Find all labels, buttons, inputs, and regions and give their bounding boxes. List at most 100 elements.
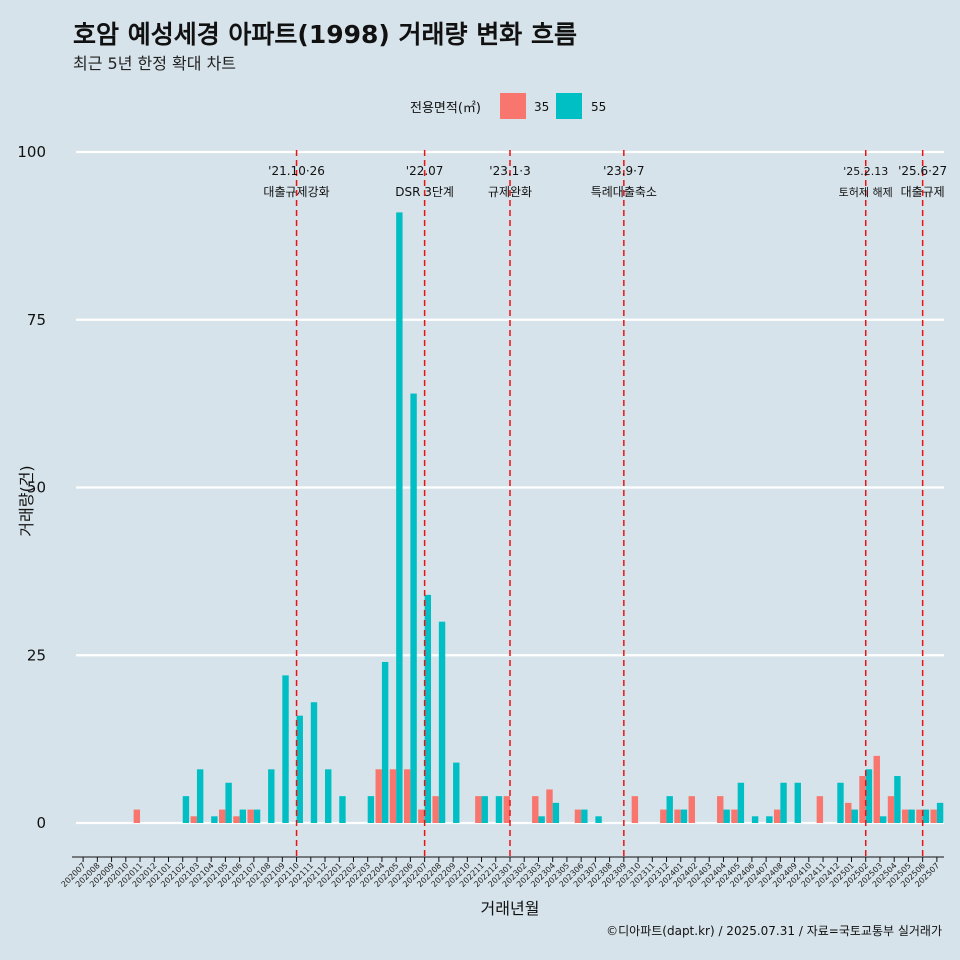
event-date-5: '25.2.13	[843, 165, 888, 178]
x-axis-title: 거래년월	[481, 899, 540, 918]
bar-55-202111	[310, 702, 318, 823]
bar-55-202201	[339, 796, 346, 823]
event-label-3: 규제완화	[488, 185, 532, 199]
x-axis: 2020072020082020092020102020112020122021…	[60, 856, 944, 889]
bar-35-202208	[432, 796, 439, 823]
bar-55-202208	[438, 621, 446, 823]
bar-35-202206	[403, 769, 411, 823]
bar-55-202104	[211, 816, 218, 823]
bar-55-202306	[581, 809, 588, 823]
bar-35-202103	[190, 816, 197, 823]
y-tick-label-75: 75	[27, 311, 46, 329]
bar-55-202408	[780, 782, 787, 823]
legend-swatch-35	[500, 93, 526, 119]
bar-55-202501	[851, 809, 858, 823]
bar-55-202304	[552, 802, 560, 823]
bar-35-202507	[930, 809, 937, 823]
event-date-4: '23.9·7	[603, 164, 644, 178]
bar-35-202408	[773, 809, 781, 823]
bar-35-202207	[418, 809, 425, 823]
legend: 전용면적(㎡) 35 55	[410, 93, 606, 119]
bar-55-202110	[296, 715, 303, 823]
event-label-6: 대출규제	[901, 185, 945, 199]
bar-35-202401	[674, 809, 681, 823]
bar-35-202211	[475, 796, 482, 823]
legend-label-35: 35	[534, 100, 549, 114]
bar-35-202404	[717, 796, 724, 823]
bar-35-202107	[247, 809, 254, 823]
legend-title: 전용면적(㎡)	[410, 101, 481, 116]
bar-55-202405	[737, 782, 745, 823]
bar-55-202106	[239, 809, 247, 823]
event-label-1: 대출규제강화	[263, 185, 329, 199]
bar-35-202402	[688, 796, 695, 823]
bars	[133, 212, 944, 823]
y-tick-label-25: 25	[27, 646, 46, 664]
bar-55-202204	[381, 661, 389, 823]
bar-55-202505	[908, 809, 915, 823]
event-annotations: '21.10·26 대출규제강화 '22.07 DSR 3단계 '23.1·3 규제완화 '…	[263, 164, 947, 199]
bar-55-202209	[453, 762, 460, 823]
event-label-5: 토허제 해제	[839, 185, 893, 199]
y-tick-label-0: 0	[36, 814, 46, 832]
bar-55-202504	[894, 776, 901, 823]
bar-55-202502	[865, 769, 873, 823]
y-axis-title: 거래량(건)	[17, 465, 36, 536]
event-label-4: 특례대출축소	[591, 185, 657, 199]
bar-55-202207	[424, 594, 432, 823]
bar-55-202303	[538, 816, 545, 823]
bar-55-202107	[253, 809, 261, 823]
bar-55-202404	[723, 809, 730, 823]
caption: ©디아파트(dapt.kr) / 2025.07.31 / 자료=국토교통부 실…	[606, 924, 942, 938]
y-tick-label-100: 100	[17, 143, 46, 161]
bar-35-202106	[233, 816, 240, 823]
bar-35-202505	[902, 809, 909, 823]
event-date-6: '25.6·27	[898, 164, 947, 178]
bar-55-202203	[367, 796, 375, 823]
bar-55-202312	[666, 796, 673, 823]
y-axis-ticks: 0 25 50 75 100	[17, 143, 46, 832]
bar-55-202212	[495, 796, 503, 823]
bar-55-202103	[196, 769, 204, 823]
bar-35-202204	[375, 769, 382, 823]
bar-35-202506	[916, 809, 923, 823]
bar-35-202301	[503, 796, 510, 823]
event-date-3: '23.1·3	[489, 164, 530, 178]
bar-35-202205	[389, 769, 397, 823]
bar-55-202412	[837, 782, 844, 823]
bar-35-202501	[845, 802, 852, 823]
bar-55-202206	[410, 393, 417, 823]
event-lines	[295, 150, 924, 858]
event-date-2: '22.07	[406, 164, 444, 178]
bar-35-202306	[574, 809, 582, 823]
bar-55-202105	[225, 782, 232, 823]
legend-swatch-55	[556, 93, 582, 119]
bar-55-202205	[396, 212, 403, 823]
bar-35-202411	[816, 796, 824, 823]
bar-55-202507	[936, 802, 944, 823]
bar-55-202109	[282, 675, 289, 823]
legend-label-55: 55	[591, 100, 606, 114]
bar-55-202407	[766, 816, 773, 823]
bar-55-202401	[680, 809, 688, 823]
event-date-1: '21.10·26	[268, 164, 325, 178]
event-label-2: DSR 3단계	[395, 185, 454, 199]
bar-55-202409	[794, 782, 801, 823]
bar-55-202211	[481, 796, 488, 823]
bar-55-202108	[268, 769, 275, 823]
bar-35-202105	[219, 809, 226, 823]
bar-35-202405	[731, 809, 738, 823]
bar-35-202503	[873, 755, 880, 823]
bar-35-202011	[133, 809, 141, 823]
bar-55-202307	[595, 816, 602, 823]
bar-55-202406	[751, 816, 759, 823]
bar-55-202506	[922, 809, 930, 823]
y-tick-label-50: 50	[27, 479, 46, 497]
bar-55-202503	[879, 816, 887, 823]
bar-35-202504	[887, 796, 895, 823]
bar-35-202502	[859, 776, 866, 823]
bar-35-202303	[532, 796, 539, 823]
chart-subtitle: 최근 5년 한정 확대 차트	[73, 54, 236, 73]
bar-35-202304	[546, 789, 553, 823]
